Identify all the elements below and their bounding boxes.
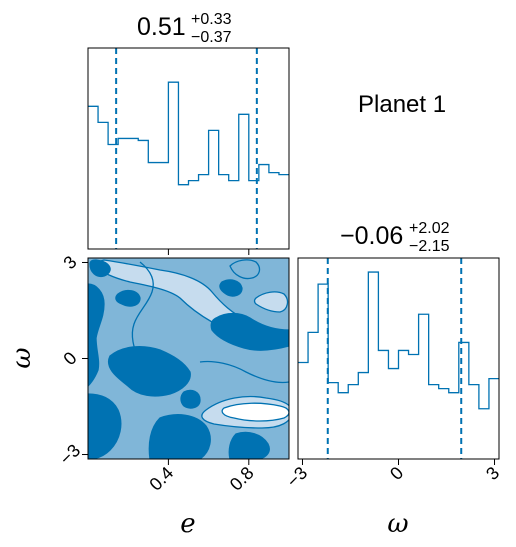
contour-level-dark <box>219 279 243 297</box>
e-omega-joint-panel: 0.4 0.8 −3 0 3 e ω <box>7 252 290 539</box>
omega-marginal-ticks: −3 0 3 <box>283 459 503 492</box>
e-marginal-panel: 0.51 +0.33 −0.37 <box>87 11 290 255</box>
e-marginal-frame <box>87 47 290 250</box>
contour-line-mid <box>131 261 154 359</box>
contour-level-dark <box>88 283 105 387</box>
ytick-label: −3 <box>56 440 85 469</box>
histogram-step-line <box>298 271 499 410</box>
omega-title-value: −0.06 <box>340 222 403 250</box>
xtick-label: 3 <box>482 463 503 484</box>
contour-level-light <box>253 291 289 313</box>
contour-level-mid <box>221 402 289 422</box>
planet-label: Planet 1 <box>358 91 446 118</box>
e-histogram <box>88 48 289 249</box>
contour-level-dark <box>210 312 289 351</box>
e-marginal-xticks <box>167 249 250 255</box>
e-title-value: 0.51 <box>137 13 186 41</box>
omega-title-minus: −2.15 <box>409 238 450 255</box>
omega-xlabel: ω <box>387 509 408 539</box>
contour-level-dark <box>148 414 211 459</box>
e-marginal-title: 0.51 <box>137 13 186 41</box>
contour-level-dark <box>115 289 141 307</box>
omega-histogram <box>298 258 499 459</box>
omega-marginal-panel: −0.06 +2.02 −2.15 −3 0 3 ω <box>283 220 504 539</box>
omega-marginal-title: −0.06 <box>340 222 403 250</box>
xtick-label: 0.8 <box>226 463 258 495</box>
contour-line-mid <box>199 360 289 384</box>
xtick-label: −3 <box>283 463 312 492</box>
omega-title-plus: +2.02 <box>409 220 450 237</box>
ytick-label: 0 <box>59 348 80 369</box>
xtick-label: 0 <box>386 463 407 484</box>
contour-level-dark <box>89 259 111 278</box>
contour-level-dark <box>228 431 270 459</box>
e-title-plus: +0.33 <box>191 11 232 28</box>
contour-level-dark <box>107 345 191 397</box>
histogram-step-line <box>88 81 289 186</box>
ytick-label: 3 <box>59 252 80 273</box>
e-title-minus: −0.37 <box>191 29 232 46</box>
joint-xlabel: e <box>180 509 195 539</box>
joint-ylabel: ω <box>7 347 37 368</box>
contour-level-dark <box>88 393 122 459</box>
contour-level-dark <box>180 389 201 409</box>
xtick-label: 0.4 <box>145 463 177 495</box>
contour-line-mid <box>229 259 261 280</box>
